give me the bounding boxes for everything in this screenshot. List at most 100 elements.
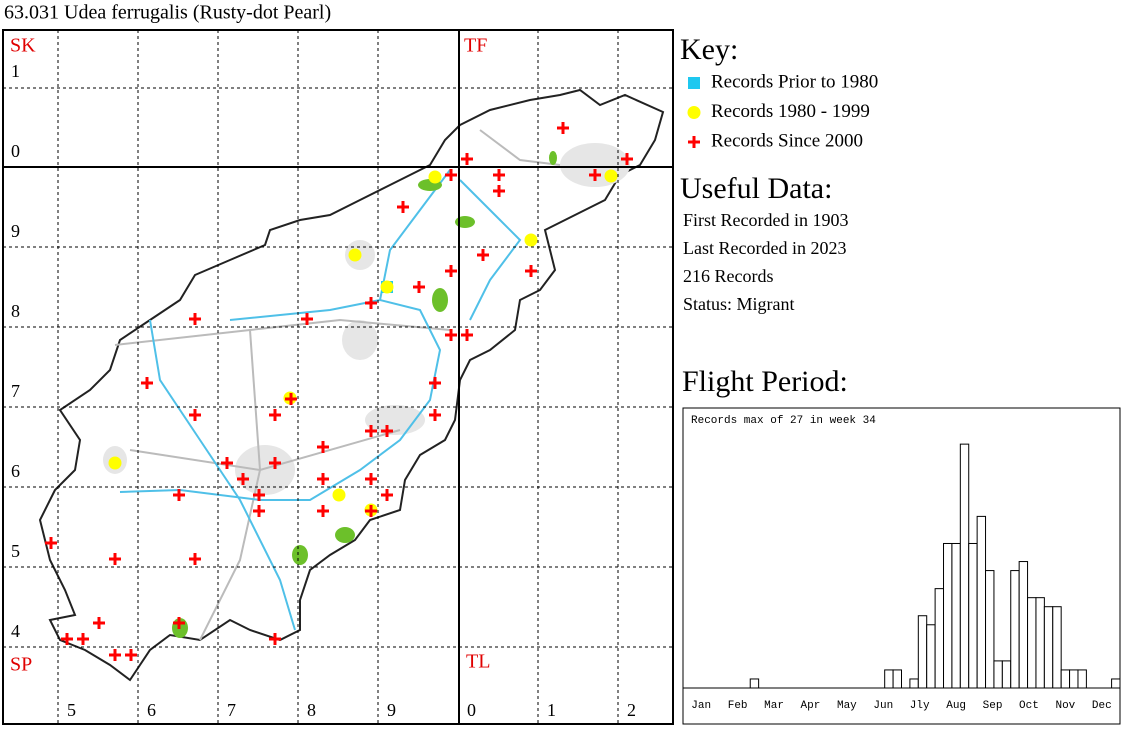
x-tick-label: Nov [1055, 700, 1075, 712]
bar [1001, 660, 1012, 689]
record-recent [189, 409, 201, 421]
bar [959, 443, 970, 689]
record-recent [621, 153, 633, 165]
record-mid [108, 456, 122, 470]
x-tick-label: Dec [1092, 700, 1112, 712]
record-recent [381, 425, 393, 437]
record-recent [381, 489, 393, 501]
record-recent [77, 633, 89, 645]
chart-title: Flight Period: [682, 365, 848, 398]
record-recent [285, 393, 297, 405]
key-marker [688, 136, 700, 148]
record-recent [237, 473, 249, 485]
bar [943, 542, 953, 689]
record-recent [301, 313, 313, 325]
grid-label: 8 [11, 301, 20, 321]
bar [976, 515, 987, 689]
record-recent [461, 329, 473, 341]
key-marker [687, 106, 701, 119]
bar [1060, 669, 1071, 689]
bar [909, 678, 919, 689]
record-recent [109, 553, 121, 565]
record-recent [365, 473, 377, 485]
x-tick-label: Mar [764, 700, 784, 712]
record-recent [477, 249, 489, 261]
grid-label: 6 [11, 461, 20, 481]
useful-heading: Useful Data: [680, 172, 832, 205]
record-recent [61, 633, 73, 645]
square-label: TF [464, 35, 487, 57]
record-recent [525, 265, 537, 277]
record-recent [365, 505, 377, 517]
record-recent [253, 505, 265, 517]
x-tick-label: Jun [873, 700, 893, 712]
record-mid [604, 169, 618, 183]
grid-label: 7 [227, 700, 236, 720]
chart: Jan Feb Mar Apr May Jun Jly Aug Sep Oct Nov Dec [683, 443, 1121, 712]
x-tick-label: Aug [946, 700, 966, 712]
record-recent [173, 617, 185, 629]
record-recent [557, 122, 569, 134]
record-recent [429, 409, 441, 421]
record-recent [189, 313, 201, 325]
bar [951, 542, 961, 689]
key-marker [688, 77, 700, 89]
bar [1018, 561, 1029, 689]
bar [1043, 606, 1054, 689]
grid-label: 6 [147, 700, 156, 720]
record-recent [589, 169, 601, 181]
bar [1027, 597, 1037, 689]
useful-data: First Recorded in 1903 Last Recorded in 2… [683, 210, 848, 314]
bar [917, 615, 928, 689]
grid-label: 5 [67, 700, 76, 720]
useful-line: Last Recorded in 2023 [683, 238, 846, 258]
record-mid [380, 280, 394, 294]
bar [1035, 597, 1045, 689]
record-mid [332, 488, 346, 502]
record-recent [317, 473, 329, 485]
square-label: SP [10, 654, 32, 676]
grid-label: 1 [547, 700, 556, 720]
key-label: Records Prior to 1980 [711, 71, 878, 92]
square-label: TL [466, 651, 490, 673]
record-recent [493, 169, 505, 181]
key-label: Records 1980 - 1999 [711, 101, 870, 122]
record-recent [93, 617, 105, 629]
county-boundary [38, 88, 665, 682]
x-tick-label: Oct [1019, 700, 1039, 712]
map-frame [2, 29, 674, 725]
grid-label: 4 [11, 621, 20, 641]
bar [749, 678, 760, 689]
record-recent [141, 377, 153, 389]
useful-line: 216 Records [683, 266, 773, 286]
x-tick-label: Feb [728, 700, 748, 712]
square-label: SK [10, 35, 36, 57]
title: 63.031 Udea ferrugalis (Rusty-dot Pearl) [4, 2, 331, 24]
record-recent [429, 377, 441, 389]
grid-label: 1 [11, 61, 20, 81]
useful-line: First Recorded in 1903 [683, 210, 848, 230]
x-tick-label: May [837, 700, 857, 712]
grid-label: 9 [11, 221, 20, 241]
record-recent [365, 425, 377, 437]
bar [926, 624, 936, 689]
bar [1010, 570, 1020, 689]
record-recent [269, 457, 281, 469]
x-tick-label: Apr [801, 700, 821, 712]
record-recent [445, 265, 457, 277]
record-recent [173, 489, 185, 501]
bar [934, 588, 945, 689]
grid-label: 0 [11, 141, 20, 161]
record-recent [125, 649, 137, 661]
record-recent [269, 633, 281, 645]
record-recent [493, 185, 505, 197]
grid-label: 8 [307, 700, 316, 720]
record-recent [445, 169, 457, 181]
rivers [119, 169, 522, 631]
bar [1077, 669, 1087, 689]
record-recent [109, 649, 121, 661]
record-recent [317, 441, 329, 453]
useful-line: Status: Migrant [683, 294, 795, 314]
record-mid [428, 170, 442, 184]
